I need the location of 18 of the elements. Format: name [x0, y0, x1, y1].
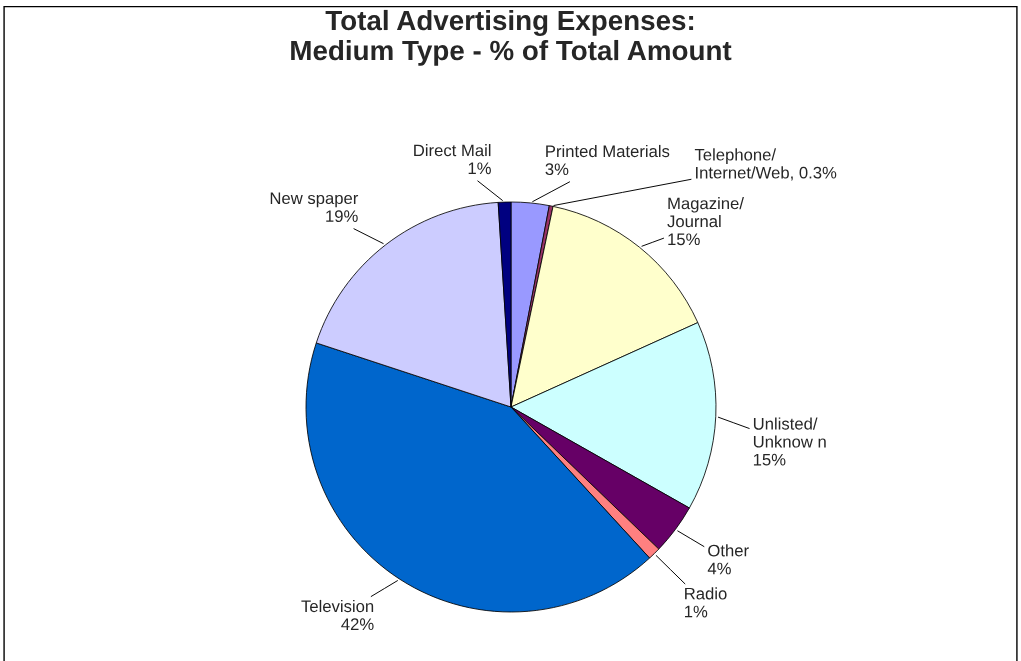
slice-label: New spaper — [270, 192, 359, 208]
slice-label: Direct Mail — [414, 144, 491, 157]
chart-title: Total Advertising Expenses: Medium Type - % of Total Amount — [291, 9, 732, 66]
slice-label: Television — [301, 599, 374, 613]
slice-label: Unlisted/ Unknow n — [753, 417, 826, 448]
data-label: 15% — [668, 233, 700, 246]
data-label: 1% — [468, 162, 491, 175]
slice-label: Magazine/ Journal — [667, 197, 744, 228]
slice-label: Other — [708, 544, 749, 557]
data-label: 1% — [685, 605, 708, 618]
data-label: 4% — [707, 562, 731, 575]
slice-label: Telephone/ Internet/Web, 0.3% — [694, 148, 837, 181]
data-label: 3% — [545, 163, 569, 176]
slice-label: Printed Materials — [546, 144, 670, 158]
data-label: 15% — [753, 453, 786, 466]
data-label: 42% — [341, 618, 374, 631]
slice-label: Radio — [685, 587, 727, 600]
data-label: 19% — [326, 210, 358, 223]
